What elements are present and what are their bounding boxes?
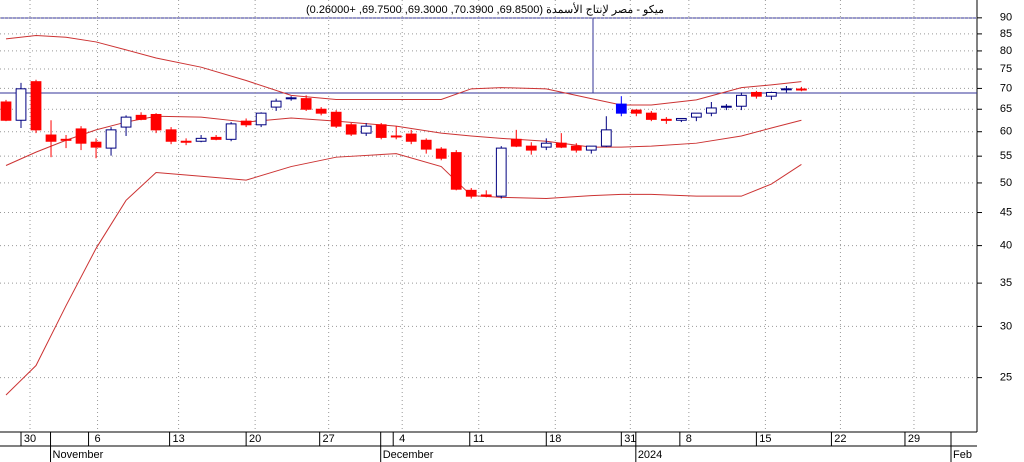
x-tick-label: 31 [624,433,636,445]
candle-body [165,129,177,142]
candle-body [630,109,642,114]
candle-body [225,123,237,140]
y-tick-label: 30 [1000,320,1012,332]
y-tick-label: 55 [1000,150,1012,162]
y-tick-label: 25 [1000,372,1012,384]
marks [0,35,807,396]
x-tick-label: 27 [323,433,335,445]
candle-body [270,100,282,108]
y-tick-label: 75 [1000,63,1012,75]
candle-body [90,141,102,148]
candle-body [705,107,717,114]
y-tick-label: 50 [1000,177,1012,189]
candle-body [255,112,267,126]
candle-body [375,124,387,138]
grid [0,0,977,432]
y-tick-label: 70 [1000,82,1012,94]
month-label: December [383,449,434,461]
candle-body [75,128,87,144]
x-tick-label: 4 [399,433,405,445]
x-tick-label: 22 [834,433,846,445]
y-tick-label: 65 [1000,103,1012,115]
band-line [5,153,802,396]
month-label: 2024 [638,449,662,461]
y-tick-label: 90 [1000,12,1012,24]
x-tick-label: 18 [549,433,561,445]
candle-body [781,88,792,91]
x-tick-label: 20 [249,433,261,445]
candle-body [555,142,567,148]
candle-body [240,120,252,126]
month-label: November [53,449,104,461]
candle-body [360,125,372,134]
candle-body [660,118,672,121]
candle-body [405,133,417,142]
candle-body [30,81,42,131]
band-line [5,35,802,106]
candle-body [315,108,327,114]
candle-body [736,94,747,107]
candle-body [690,112,702,118]
candle-body [540,142,552,148]
candle-body [0,101,12,121]
candle-body [135,114,147,120]
candle-body [751,91,762,97]
x-tick-label: 8 [686,433,692,445]
candle-body [465,189,477,197]
candle-body [450,152,462,190]
candle-body [480,194,492,197]
month-label: Feb [953,449,972,461]
x-tick-label: 13 [172,433,184,445]
y-tick-label: 40 [1000,240,1012,252]
y-tick-label: 60 [1000,126,1012,138]
y-tick-label: 80 [1000,45,1012,57]
x-tick-label: 30 [24,433,36,445]
candle-body [525,145,537,151]
candle-body [15,88,27,121]
candle-body [60,138,72,141]
candle-body [210,136,222,140]
candle-body [600,129,612,147]
candle-body [720,105,732,108]
band-line [5,115,802,166]
candle-body [345,124,357,135]
y-tick-label: 35 [1000,277,1012,289]
candle-body [420,139,432,150]
y-tick-label: 85 [1000,28,1012,40]
candle-body [330,111,342,127]
candle-body [45,134,57,142]
candle-body [390,135,402,138]
candle-body [195,137,207,142]
candle-body [766,91,777,97]
candle-body [180,140,192,143]
candle-body [675,117,687,121]
candle-body [285,97,297,100]
x-tick-label: 11 [473,433,484,445]
candle-body [105,129,117,149]
candle-body [120,116,132,128]
candle-body [645,112,657,120]
x-tick-label: 6 [94,433,100,445]
candle-body [510,138,522,147]
candle-body [796,88,807,91]
candle-body [150,113,162,131]
x-tick-label: 29 [908,433,920,445]
candle-body [585,145,597,151]
candle-body [615,103,627,114]
x-tick-label: 15 [759,433,771,445]
candle-body [435,148,447,159]
candle-body [495,147,507,197]
y-tick-label: 45 [1000,206,1012,218]
chart-title: ميكو - مصر لإنتاج الأسمدة (69.8500, 70.3… [306,2,664,16]
candle-body [300,98,312,110]
candle-body [570,145,582,151]
